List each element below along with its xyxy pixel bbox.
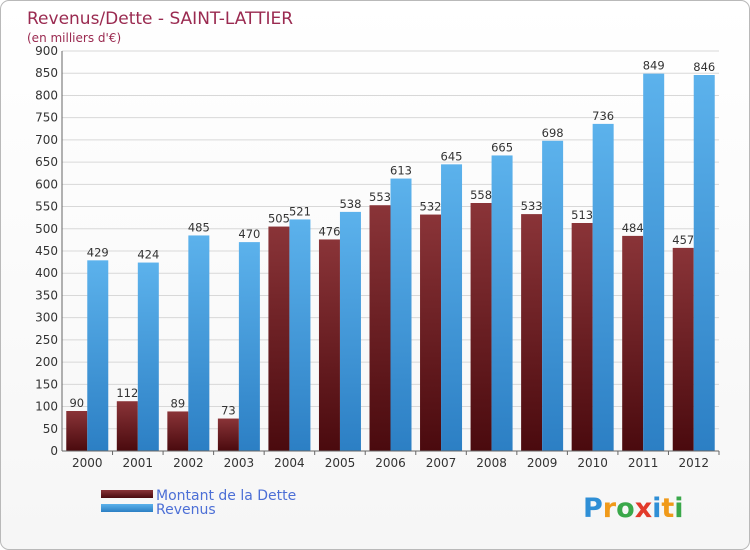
value-label-revenus: 470 [238,227,260,241]
bar-dette [318,239,340,451]
y-tick-label: 50 [43,422,58,436]
value-label-revenus: 698 [542,126,564,140]
x-tick-label: 2006 [375,456,406,470]
bar-revenus [441,164,463,452]
legend-label-revenus: Revenus [156,502,216,518]
bar-revenus [137,262,159,451]
bar-dette [116,401,138,451]
bar-dette [622,235,644,451]
y-axis-ticks: 0 50 100 150 200 250 300 350 400 450 500 550 600 650 7… [35,44,58,458]
x-tick-label: 2000 [72,456,103,470]
value-label-dette: 484 [622,221,644,235]
y-tick-label: 150 [35,377,58,391]
value-label-revenus: 846 [693,60,715,74]
y-tick-label: 700 [35,133,58,147]
bar-dette [571,223,593,451]
value-label-revenus: 429 [87,245,109,259]
bar-revenus [289,219,311,451]
y-tick-label: 350 [35,288,58,302]
value-label-revenus: 613 [390,164,412,178]
y-tick-label: 850 [35,66,58,80]
y-tick-label: 200 [35,355,58,369]
bar-revenus [491,155,513,451]
value-label-dette: 89 [171,396,186,410]
value-label-dette: 532 [420,200,442,214]
y-tick-label: 650 [35,155,58,169]
x-tick-label: 2012 [678,456,709,470]
x-tick-label: 2004 [274,456,305,470]
x-tick-label: 2007 [426,456,457,470]
value-label-revenus: 424 [137,248,159,262]
y-tick-label: 900 [35,44,58,58]
x-tick-label: 2001 [123,456,154,470]
value-label-dette: 553 [369,190,391,204]
value-label-revenus: 645 [441,149,463,163]
legend-swatch-dette [101,490,153,498]
value-label-dette: 533 [521,199,543,213]
x-tick-label: 2011 [628,456,659,470]
value-label-dette: 112 [116,386,138,400]
y-tick-label: 750 [35,111,58,125]
value-label-dette: 558 [470,188,492,202]
chart-subtitle: (en milliers d'€) [27,31,121,45]
bar-dette [420,214,442,451]
bar-revenus [592,123,614,451]
value-label-dette: 505 [268,212,290,226]
x-axis-ticks: 2000 2001 2002 2003 2004 2005 2006 2007 2008 2009… [72,451,720,470]
bars [66,73,715,452]
value-label-revenus: 665 [491,140,513,154]
bar-revenus [238,242,260,451]
y-tick-label: 800 [35,88,58,102]
value-label-dette: 513 [571,208,593,222]
x-tick-label: 2002 [173,456,204,470]
value-label-dette: 90 [69,396,84,410]
bar-revenus [390,178,412,452]
x-tick-label: 2008 [476,456,507,470]
value-label-revenus: 849 [643,59,665,73]
x-tick-label: 2009 [527,456,558,470]
value-label-dette: 457 [672,233,694,247]
bar-dette [470,203,492,451]
bar-dette [521,214,543,451]
bar-revenus [542,140,564,451]
bar-dette [167,411,189,451]
x-tick-label: 2003 [224,456,255,470]
y-tick-label: 500 [35,222,58,236]
y-tick-label: 400 [35,266,58,280]
y-tick-label: 450 [35,244,58,258]
bar-dette [268,226,290,451]
bar-dette [66,411,88,451]
value-label-dette: 73 [221,404,236,418]
bar-dette [217,418,239,451]
y-tick-label: 600 [35,177,58,191]
x-tick-label: 2005 [325,456,356,470]
bar-revenus [643,73,665,452]
y-tick-label: 0 [50,444,58,458]
value-label-revenus: 736 [592,109,614,123]
bar-revenus [693,75,715,451]
bar-revenus [188,235,210,451]
chart-title: Revenus/Dette - SAINT-LATTIER [27,9,293,29]
value-label-dette: 476 [318,224,340,238]
bar-dette [369,205,391,451]
value-label-revenus: 538 [339,197,361,211]
y-tick-label: 550 [35,200,58,214]
value-label-revenus: 485 [188,220,210,234]
y-tick-label: 100 [35,400,58,414]
y-tick-label: 250 [35,333,58,347]
x-tick-label: 2010 [577,456,608,470]
legend-swatch-revenus [101,504,153,512]
legend: Montant de la Dette Revenus [101,488,296,518]
bar-revenus [339,211,361,451]
value-label-revenus: 521 [289,204,311,218]
y-tick-label: 300 [35,311,58,325]
bar-revenus [87,260,109,451]
legend-label-dette: Montant de la Dette [156,488,296,504]
proxiti-logo: Proxiti [583,493,684,524]
axes [61,51,719,452]
bar-dette [672,247,694,451]
